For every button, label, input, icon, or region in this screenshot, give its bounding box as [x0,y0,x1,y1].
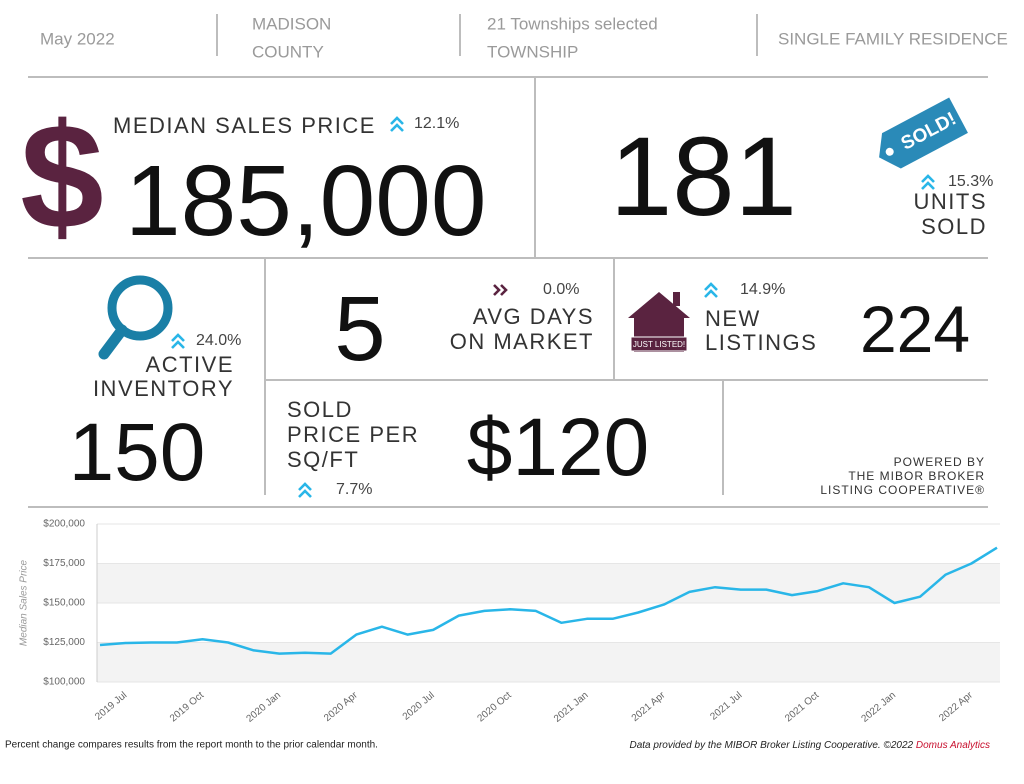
house-icon: JUST LISTED! [628,292,690,352]
y-tick-label: $100,000 [43,677,85,688]
up-arrow [389,116,405,133]
kpi-value: 5 [334,278,385,380]
kpi-label: PRICE PER [287,422,419,447]
footer-source: Data provided by the MIBOR Broker Listin… [629,740,990,751]
tag-hole [885,147,894,156]
kpi-change: 0.0% [543,281,579,298]
grid-band [97,642,1000,682]
kpi-label: MEDIAN SALES PRICE [113,113,376,138]
price-chart: Median Sales Price $100,000 $125,000 $150,… [19,519,1000,725]
source-text: Data provided by the MIBOR Broker Listin… [629,740,915,751]
kpi-value: 181 [610,114,797,239]
kpi-label: SOLD [287,397,353,422]
x-tick-label: 2021 Apr [630,689,668,724]
kpi-label: NEW [705,306,761,331]
x-tick-label: 2020 Jan [244,690,283,725]
y-tick-label: $175,000 [43,558,85,569]
area: MADISON [252,14,331,33]
footer-note: Percent change compares results from the… [5,740,378,751]
x-tick-label: 2022 Apr [937,689,975,724]
x-tick-label: 2020 Jul [401,690,437,723]
kpi-label: LISTINGS [705,330,817,355]
kpi-change: 24.0% [196,332,241,349]
kpi-change: 12.1% [414,115,459,132]
kpi-label: ACTIVE [146,352,234,377]
grid-band [97,563,1000,603]
magnifier-icon [98,275,173,360]
area: COUNTY [252,42,324,61]
kpi-label: ON MARKET [450,329,594,354]
x-tick-label: 2019 Oct [168,690,206,725]
x-tick-label: 2022 Jan [860,690,899,725]
kpi-change: 7.7% [336,481,372,498]
house-text: JUST LISTED! [633,340,685,349]
up-arrow [703,282,719,299]
property-type: SINGLE FAMILY RESIDENCE [778,29,1008,48]
kpi-value: 224 [860,292,970,366]
flat-arrow [493,284,508,296]
up-arrow [920,174,936,191]
y-tick-label: $150,000 [43,598,85,609]
kpi-label: INVENTORY [93,376,234,401]
kpi-change: 15.3% [948,173,993,190]
kpi-value: $120 [467,402,649,493]
up-arrow [170,333,186,350]
up-arrow [297,482,313,499]
brand: Domus Analytics [916,740,990,751]
kpi-label: UNITS [914,189,988,214]
tag-shape [879,97,968,169]
x-tick-label: 2021 Oct [783,690,821,725]
price-line [99,546,998,655]
kpi-label: SOLD [921,214,987,239]
y-axis-label: Median Sales Price [19,559,30,646]
sold-tag: SOLD! [879,97,968,169]
y-tick-label: $200,000 [43,519,85,530]
report-month: May 2022 [40,29,115,48]
kpi-change: 14.9% [740,281,785,298]
powered-by: POWERED BY [894,455,985,469]
powered-by: THE MIBOR BROKER [848,469,985,483]
y-tick-label: $125,000 [43,637,85,648]
township: 21 Townships selected [487,14,658,33]
powered-by: LISTING COOPERATIVE® [820,483,985,497]
x-tick-label: 2020 Apr [322,689,360,724]
township: TOWNSHIP [487,42,578,61]
x-tick-label: 2021 Jul [708,690,744,723]
kpi-label: SQ/FT [287,447,359,472]
kpi-label: AVG DAYS [473,304,594,329]
dollar-icon: $ [20,92,103,260]
x-tick-label: 2021 Jan [552,690,591,725]
kpi-value: 185,000 [125,145,486,257]
x-tick-label: 2020 Oct [476,690,514,725]
kpi-value: 150 [69,407,206,498]
x-tick-label: 2019 Jul [93,690,129,723]
